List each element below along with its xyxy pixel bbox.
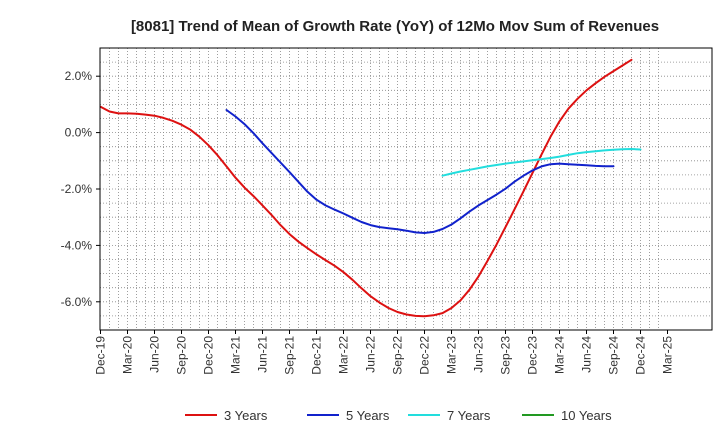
x-tick-label: Dec-19 bbox=[94, 336, 108, 375]
legend: 3 Years 5 Years 7 Years 10 Years bbox=[185, 408, 612, 423]
x-tick-label: Sep-20 bbox=[175, 336, 189, 375]
x-tick-label: Mar-24 bbox=[553, 336, 567, 374]
legend-label: 10 Years bbox=[561, 408, 612, 423]
x-tick-label: Mar-23 bbox=[445, 336, 459, 374]
x-tick-label: Dec-24 bbox=[634, 336, 648, 375]
y-tick-label: 0.0% bbox=[65, 126, 93, 140]
x-tick-label: Mar-20 bbox=[121, 336, 135, 374]
series-group bbox=[99, 58, 642, 318]
legend-label: 5 Years bbox=[346, 408, 390, 423]
x-tick-label: Sep-23 bbox=[499, 336, 513, 375]
x-tick-label: Jun-22 bbox=[364, 336, 378, 373]
chart-title: [8081] Trend of Mean of Growth Rate (YoY… bbox=[131, 18, 659, 35]
x-tick-label: Jun-24 bbox=[580, 336, 594, 373]
legend-label: 3 Years bbox=[224, 408, 268, 423]
x-tick-label: Dec-22 bbox=[418, 336, 432, 375]
legend-label: 7 Years bbox=[447, 408, 491, 423]
x-tick-label: Jun-20 bbox=[148, 336, 162, 373]
y-tick-label: -6.0% bbox=[61, 295, 93, 309]
x-tick-label: Dec-21 bbox=[310, 336, 324, 375]
x-tick-label: Sep-24 bbox=[607, 336, 621, 375]
x-tick-label: Jun-21 bbox=[256, 336, 270, 373]
x-tick-label: Mar-25 bbox=[661, 336, 675, 374]
x-tick-label: Mar-22 bbox=[337, 336, 351, 374]
y-axis: 2.0% 0.0% -2.0% -4.0% -6.0% bbox=[61, 69, 100, 309]
series-line-3-years bbox=[99, 58, 633, 318]
x-tick-label: Sep-21 bbox=[283, 336, 297, 375]
series-line-7-years bbox=[441, 148, 642, 177]
y-tick-label: -4.0% bbox=[61, 238, 93, 252]
x-tick-label: Mar-21 bbox=[229, 336, 243, 374]
series-line-5-years bbox=[225, 109, 615, 234]
grid bbox=[100, 48, 712, 330]
x-tick-label: Sep-22 bbox=[391, 336, 405, 375]
x-tick-label: Dec-20 bbox=[202, 336, 216, 375]
x-axis: Dec-19 Mar-20 Jun-20 Sep-20 Dec-20 Mar-21 Jun-… bbox=[94, 330, 675, 375]
x-tick-label: Jun-23 bbox=[472, 336, 486, 373]
y-tick-label: -2.0% bbox=[61, 182, 93, 196]
x-tick-label: Dec-23 bbox=[526, 336, 540, 375]
y-tick-label: 2.0% bbox=[65, 69, 93, 83]
